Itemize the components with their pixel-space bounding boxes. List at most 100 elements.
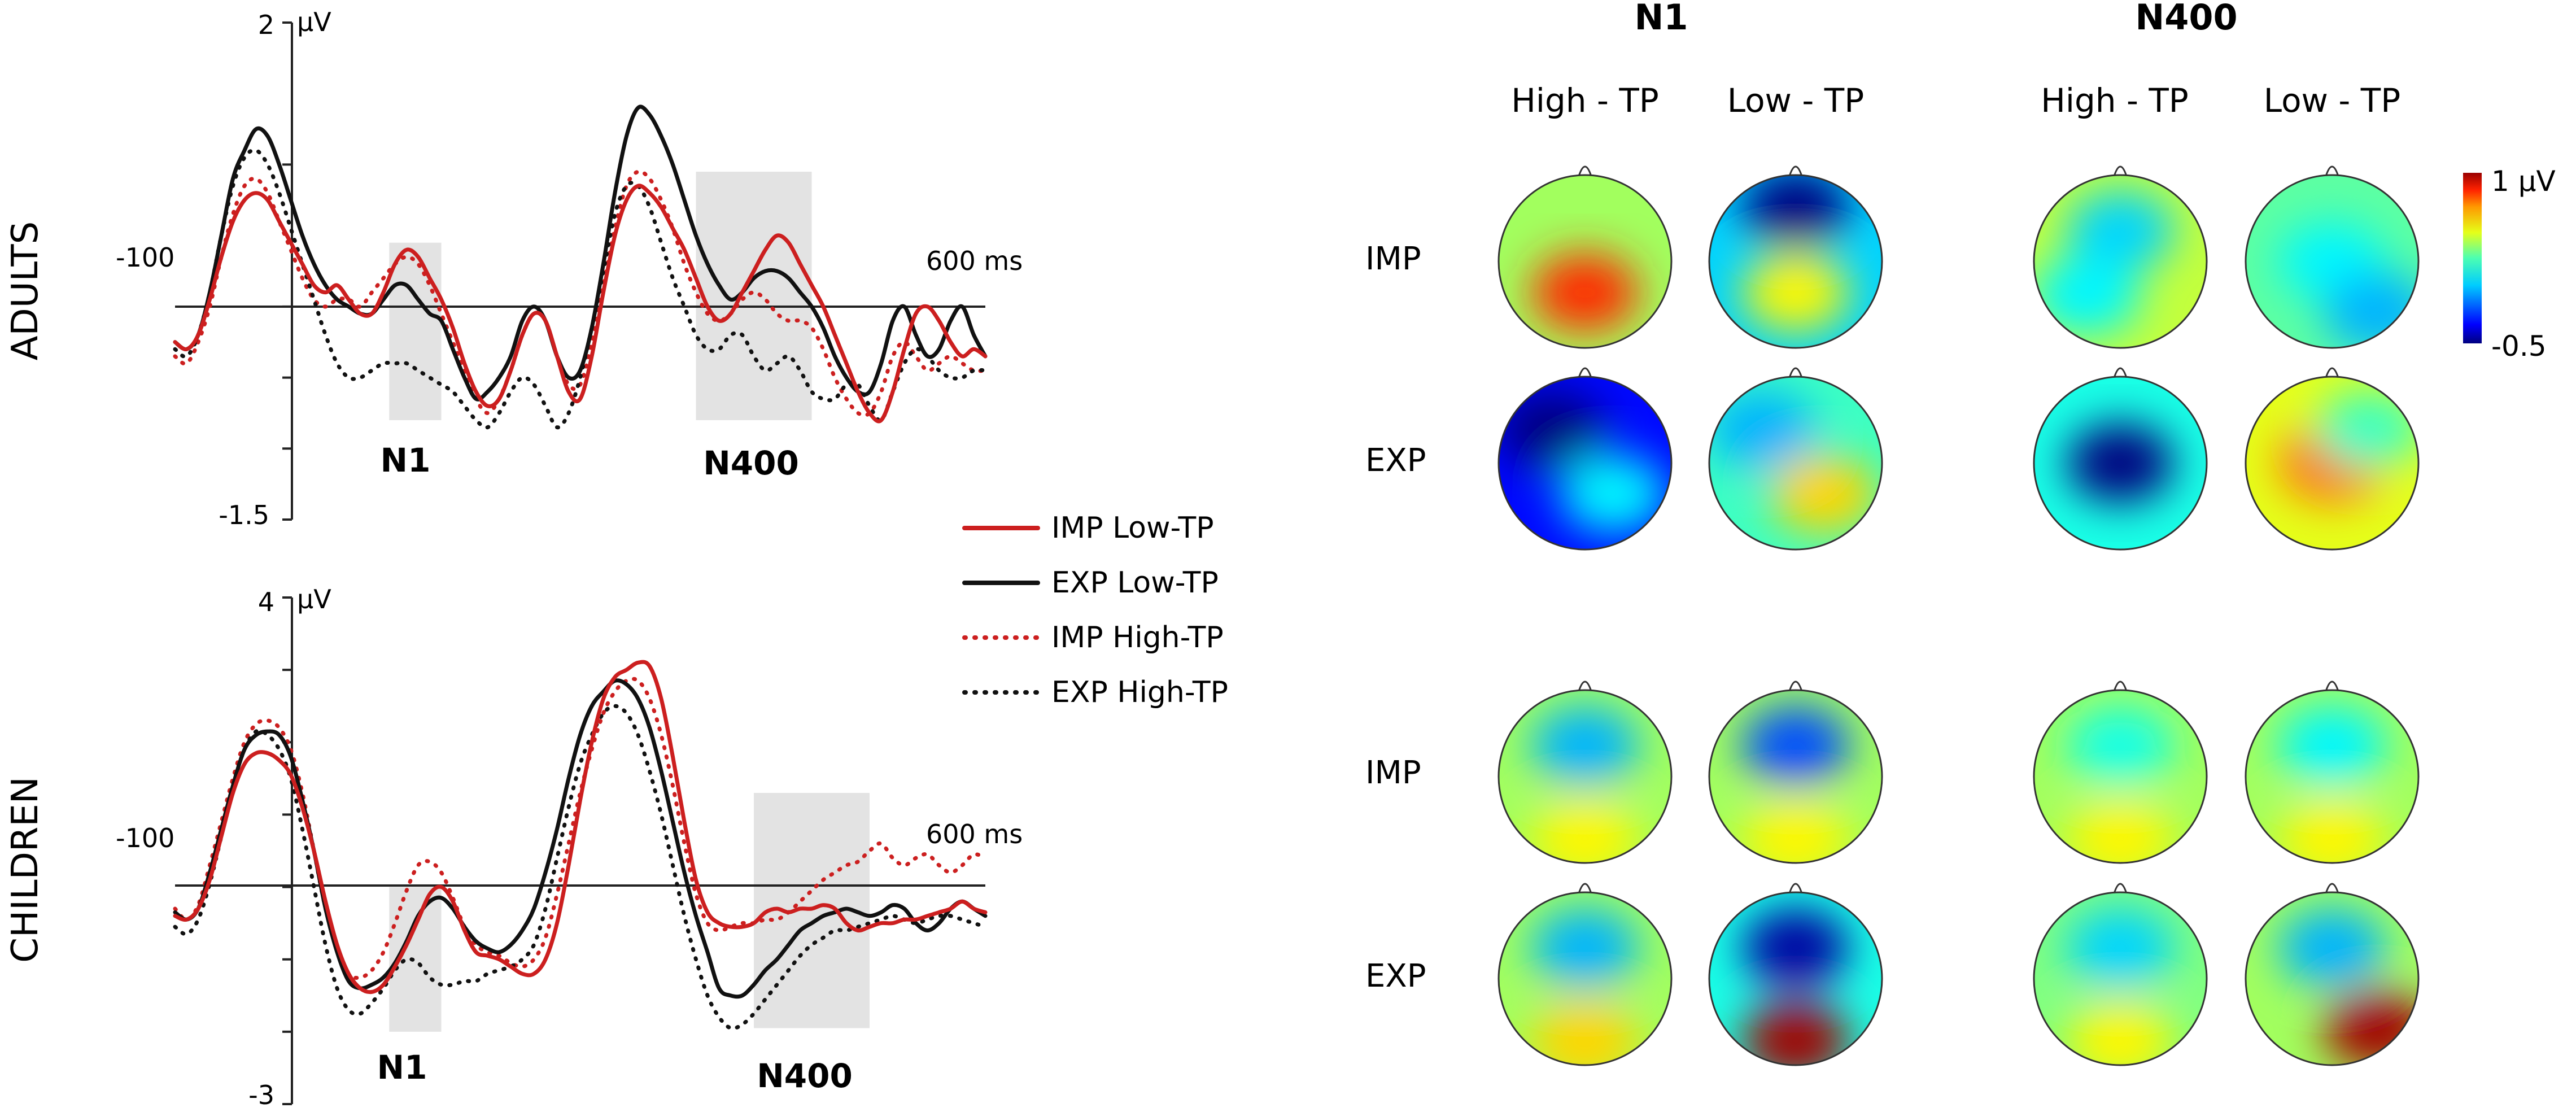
col-label-n400-low-tp: Low - TP <box>2264 81 2400 120</box>
children-waveforms <box>173 660 988 1031</box>
row-label-children-imp: IMP <box>1365 755 1421 791</box>
scalp-outline <box>1497 891 1673 1066</box>
scalp-outline <box>1708 174 1883 349</box>
nose-marker <box>1788 165 1803 177</box>
adults-group-label: ADULTS <box>5 221 46 360</box>
adults-series-exp-low-tp <box>173 104 988 402</box>
nose-marker <box>1788 681 1803 692</box>
nose-marker <box>1578 165 1592 177</box>
scalp-activity-lower-center <box>1742 253 1849 332</box>
topomap-children-exp-n400-high-tp <box>2033 883 2208 1066</box>
adults-y-ticks <box>282 21 292 521</box>
topomap-children-imp-n1-low-tp <box>1708 681 1883 864</box>
nose-marker <box>2113 367 2128 378</box>
children-x-start-label: -100 <box>116 823 174 853</box>
scalp-activity-upper-center <box>1531 706 1639 785</box>
adults-y-min-label: -1.5 <box>219 500 269 530</box>
topomap-adults-exp-n400-high-tp <box>2033 367 2208 551</box>
nose-marker <box>2325 681 2339 692</box>
n1-column-group-title: N1 <box>1634 0 1688 38</box>
scalp-outline <box>2033 376 2208 551</box>
topomap-children-exp-n1-high-tp <box>1497 883 1673 1066</box>
scalp-outline <box>1497 376 1673 551</box>
legend-label: EXP Low-TP <box>1051 566 1219 600</box>
nose-marker <box>2325 165 2339 177</box>
legend: IMP Low-TP EXP Low-TP IMP High-TP EXP High-… <box>962 511 1228 709</box>
adults-n400-label: N400 <box>703 444 799 482</box>
legend-label: IMP High-TP <box>1051 621 1224 655</box>
nose-marker <box>2113 165 2128 177</box>
adults-n1-label: N1 <box>381 441 431 479</box>
row-label-adults-exp: EXP <box>1365 442 1426 479</box>
scalp-outline <box>2033 174 2208 349</box>
scalp-activity-upper-center <box>2278 706 2386 785</box>
scalp-activity-upper-center <box>2067 908 2174 987</box>
children-series-imp-low-tp <box>173 660 988 995</box>
adults-window-n1 <box>389 242 442 420</box>
topomap-adults-imp-n400-high-tp <box>2033 165 2208 349</box>
col-label-n400-high-tp: High - TP <box>2041 81 2189 120</box>
topomap-adults-imp-n1-low-tp <box>1708 165 1883 349</box>
topomap-adults-exp-n400-low-tp <box>2245 367 2420 551</box>
nose-marker <box>1788 367 1803 378</box>
scalp-outline <box>2245 376 2420 551</box>
row-label-adults-imp: IMP <box>1365 241 1421 277</box>
children-x-end-label: 600 ms <box>926 819 1023 849</box>
topomaps <box>1497 165 2420 1066</box>
scalp-outline <box>2245 891 2420 1066</box>
n400-column-group-title: N400 <box>2135 0 2237 38</box>
topomap-adults-exp-n1-low-tp <box>1708 367 1883 551</box>
scalp-outline <box>2245 689 2420 864</box>
children-group-label: CHILDREN <box>5 777 46 962</box>
topomap-adults-exp-n1-high-tp <box>1497 367 1673 551</box>
scalp-outline <box>1708 376 1883 551</box>
scalp-activity-upper-left <box>1499 390 1605 469</box>
nose-marker <box>1578 883 1592 894</box>
scalp-activity-lower-center <box>1531 253 1639 332</box>
children-series-exp-high-tp <box>173 704 988 1031</box>
adults-waveforms <box>173 104 988 430</box>
adults-x-end-label: 600 ms <box>926 246 1023 276</box>
scalp-activity-upper-left <box>1709 390 1815 469</box>
nose-marker <box>2325 367 2339 378</box>
children-erp-panel: CHILDREN 4 µV -3 -100 600 ms N1 N400 <box>5 584 1023 1110</box>
topomap-children-imp-n1-high-tp <box>1497 681 1673 864</box>
scalp-activity-top <box>1742 175 1849 247</box>
colorbar-gradient <box>2463 173 2482 343</box>
nose-marker <box>1578 681 1592 692</box>
topomap-children-imp-n400-low-tp <box>2245 681 2420 864</box>
adults-erp-panel: ADULTS 2 µV -1.5 -100 600 ms N1 N400 <box>5 7 1023 530</box>
scalp-activity-lower-left <box>2034 256 2140 335</box>
adults-series-imp-high-tp <box>173 169 988 417</box>
nose-marker <box>1788 883 1803 894</box>
scalp-activity-lower-right <box>1560 455 1667 534</box>
children-y-unit-label: µV <box>297 584 331 614</box>
children-y-max-label: 4 <box>258 587 274 617</box>
scalp-outline <box>2245 174 2420 349</box>
children-n400-label: N400 <box>757 1057 853 1095</box>
children-y-min-label: -3 <box>248 1080 274 1110</box>
col-label-n1-high-tp: High - TP <box>1511 81 1659 120</box>
scalp-outline <box>1497 689 1673 864</box>
scalp-outline <box>2033 891 2208 1066</box>
scalp-outline <box>1708 891 1883 1066</box>
children-series-imp-high-tp <box>173 677 988 980</box>
legend-label: EXP High-TP <box>1051 675 1228 709</box>
scalp-outline <box>2033 689 2208 864</box>
adults-windows <box>389 172 812 420</box>
scalp-activity-center <box>2067 424 2174 503</box>
scalp-activity-upper-right <box>2315 390 2418 469</box>
scalp-activity-upper-center <box>1531 908 1639 987</box>
topomap-children-imp-n400-high-tp <box>2033 681 2208 864</box>
scalp-activity-upper-center <box>2067 706 2174 785</box>
col-label-n1-low-tp: Low - TP <box>1727 81 1864 120</box>
scalp-activity-upper-center <box>2278 908 2386 987</box>
legend-label: IMP Low-TP <box>1051 511 1214 545</box>
nose-marker <box>2325 883 2339 894</box>
scalp-outline <box>1708 689 1883 864</box>
scalp-activity-upper-center <box>1742 908 1849 987</box>
scalp-activity-upper-center <box>2067 191 2174 270</box>
nose-marker <box>2113 681 2128 692</box>
scalp-activity-upper-center <box>1742 706 1849 785</box>
